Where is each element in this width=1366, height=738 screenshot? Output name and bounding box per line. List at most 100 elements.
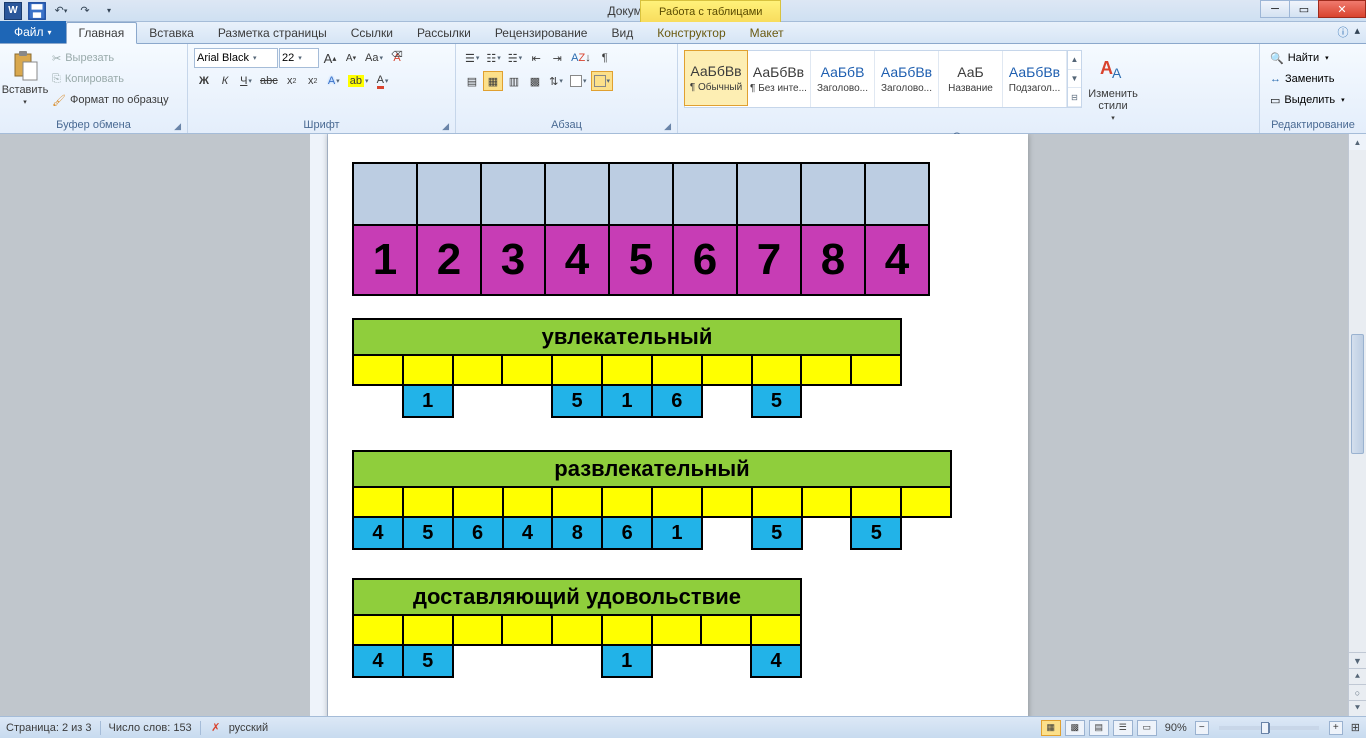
font-launcher[interactable]: ◢ (442, 121, 449, 132)
increase-indent-button[interactable]: ⇥ (547, 48, 567, 68)
prev-page-icon[interactable]: ⯅ (1349, 668, 1366, 684)
style-more-icon[interactable]: ⊟ (1068, 88, 1081, 107)
mailings-tab[interactable]: Рассылки (405, 23, 483, 43)
cyan-cell: 8 (552, 517, 602, 549)
zoom-slider[interactable] (1219, 726, 1319, 730)
show-marks-button[interactable]: ¶ (595, 48, 615, 68)
clipboard-launcher[interactable]: ◢ (174, 121, 181, 132)
table-design-tab[interactable]: Конструктор (645, 23, 737, 43)
change-case-button[interactable]: Aa▾ (362, 48, 386, 68)
word-count[interactable]: Число слов: 153 (109, 722, 192, 734)
style-up-icon[interactable]: ▲ (1068, 51, 1081, 70)
full-screen-view[interactable]: ▩ (1065, 720, 1085, 736)
borders-button[interactable]: ▾ (591, 71, 614, 91)
zoom-in-button[interactable]: + (1329, 721, 1343, 735)
line-spacing-button[interactable]: ⇅▾ (546, 71, 566, 91)
italic-button[interactable]: К (215, 71, 235, 91)
strikethrough-button[interactable]: abc (257, 71, 281, 91)
table-layout-tab[interactable]: Макет (738, 23, 796, 43)
scroll-down-icon[interactable]: ▼ (1349, 652, 1366, 668)
shading-button[interactable]: ▾ (567, 71, 590, 91)
file-tab[interactable]: Файл▾ (0, 21, 66, 43)
paste-button[interactable]: Вставить ▾ (4, 46, 46, 110)
cyan-cell: 4 (353, 517, 403, 549)
text-effects-button[interactable]: A▾ (324, 71, 344, 91)
superscript-button[interactable]: x2 (303, 71, 323, 91)
ribbon-help-icon[interactable]: ⓘ (1337, 24, 1348, 40)
copy-button[interactable]: ⎘Копировать (48, 69, 173, 89)
qat-customize-icon[interactable]: ▾ (98, 2, 120, 20)
font-color-button[interactable]: A▾ (373, 71, 393, 91)
ribbon-minimize-icon[interactable]: ▴ (1354, 24, 1360, 40)
align-left-button[interactable]: ▤ (462, 71, 482, 91)
style-item[interactable]: АаБбВв¶ Без инте... (747, 51, 811, 107)
page-status[interactable]: Страница: 2 из 3 (6, 722, 92, 734)
scroll-thumb[interactable] (1351, 334, 1364, 454)
clipboard-label: Буфер обмена (56, 119, 131, 131)
decrease-indent-button[interactable]: ⇤ (526, 48, 546, 68)
style-down-icon[interactable]: ▼ (1068, 70, 1081, 89)
font-name-combo[interactable]: Arial Black▾ (194, 48, 278, 68)
justify-button[interactable]: ▩ (525, 71, 545, 91)
outline-view[interactable]: ☰ (1113, 720, 1133, 736)
draft-view[interactable]: ▭ (1137, 720, 1157, 736)
svg-text:A: A (1112, 65, 1122, 81)
minimize-button[interactable]: ─ (1260, 0, 1290, 18)
bold-button[interactable]: Ж (194, 71, 214, 91)
styles-group: АаБбВв¶ ОбычныйАаБбВв¶ Без инте...АаБбВЗ… (678, 44, 1260, 133)
subscript-button[interactable]: x2 (282, 71, 302, 91)
style-item[interactable]: АаБбВв¶ Обычный (684, 50, 748, 106)
align-center-button[interactable]: ▦ (483, 71, 503, 91)
close-button[interactable]: ✕ (1318, 0, 1366, 18)
style-item[interactable]: АаБбВвЗаголово... (875, 51, 939, 107)
highlight-button[interactable]: ab▾ (345, 71, 372, 91)
sort-button[interactable]: AZ↓ (568, 48, 594, 68)
align-right-button[interactable]: ▥ (504, 71, 524, 91)
underline-button[interactable]: Ч▾ (236, 71, 256, 91)
style-item[interactable]: АаБбВвПодзагол... (1003, 51, 1067, 107)
next-page-icon[interactable]: ⯆ (1349, 700, 1366, 716)
replace-button[interactable]: ↔Заменить (1266, 69, 1349, 89)
numbering-button[interactable]: ☷▾ (483, 48, 503, 68)
web-layout-view[interactable]: ▤ (1089, 720, 1109, 736)
format-painter-button[interactable]: 🖌Формат по образцу (48, 90, 173, 110)
home-tab[interactable]: Главная (66, 22, 138, 44)
scroll-up-icon[interactable]: ▲ (1349, 134, 1366, 150)
zoom-level[interactable]: 90% (1165, 722, 1187, 734)
zoom-out-button[interactable]: − (1195, 721, 1209, 735)
yellow-cell (652, 615, 702, 645)
find-button[interactable]: 🔍Найти▾ (1266, 48, 1349, 68)
yellow-cell (602, 487, 652, 517)
shrink-font-button[interactable]: A▾ (341, 48, 361, 68)
fit-icon[interactable]: ⊞ (1351, 721, 1360, 734)
view-tab[interactable]: Вид (599, 23, 645, 43)
style-item[interactable]: АаБНазвание (939, 51, 1003, 107)
grow-font-button[interactable]: A▴ (320, 48, 340, 68)
style-item[interactable]: АаБбВЗаголово... (811, 51, 875, 107)
undo-icon[interactable]: ↶▾ (50, 2, 72, 20)
change-styles-button[interactable]: AA Изменить стили▾ (1084, 50, 1142, 126)
window-controls: ─ ▭ ✕ (1261, 0, 1366, 18)
page-layout-tab[interactable]: Разметка страницы (206, 23, 339, 43)
clear-formatting-button[interactable]: A⌫ (387, 48, 407, 68)
yellow-cell (701, 615, 751, 645)
print-layout-view[interactable]: ▦ (1041, 720, 1061, 736)
maximize-button[interactable]: ▭ (1289, 0, 1319, 18)
language-status[interactable]: русский (229, 722, 268, 734)
multilevel-button[interactable]: ☵▾ (505, 48, 525, 68)
browse-icon[interactable]: ○ (1349, 684, 1366, 700)
review-tab[interactable]: Рецензирование (483, 23, 600, 43)
select-button[interactable]: ▭Выделить▾ (1266, 90, 1349, 110)
redo-icon[interactable]: ↷ (74, 2, 96, 20)
bullets-button[interactable]: ☰▾ (462, 48, 482, 68)
yellow-cell (652, 355, 702, 385)
cut-button[interactable]: ✂Вырезать (48, 48, 173, 68)
insert-tab[interactable]: Вставка (137, 23, 206, 43)
spell-check-icon[interactable]: ✗ (209, 721, 223, 735)
number-cell: 4 (865, 225, 929, 295)
paragraph-launcher[interactable]: ◢ (664, 121, 671, 132)
font-size-combo[interactable]: 22▾ (279, 48, 319, 68)
vertical-scrollbar[interactable]: ▲ ▼ ⯅ ○ ⯆ (1348, 134, 1366, 716)
save-icon[interactable] (26, 2, 48, 20)
references-tab[interactable]: Ссылки (339, 23, 405, 43)
